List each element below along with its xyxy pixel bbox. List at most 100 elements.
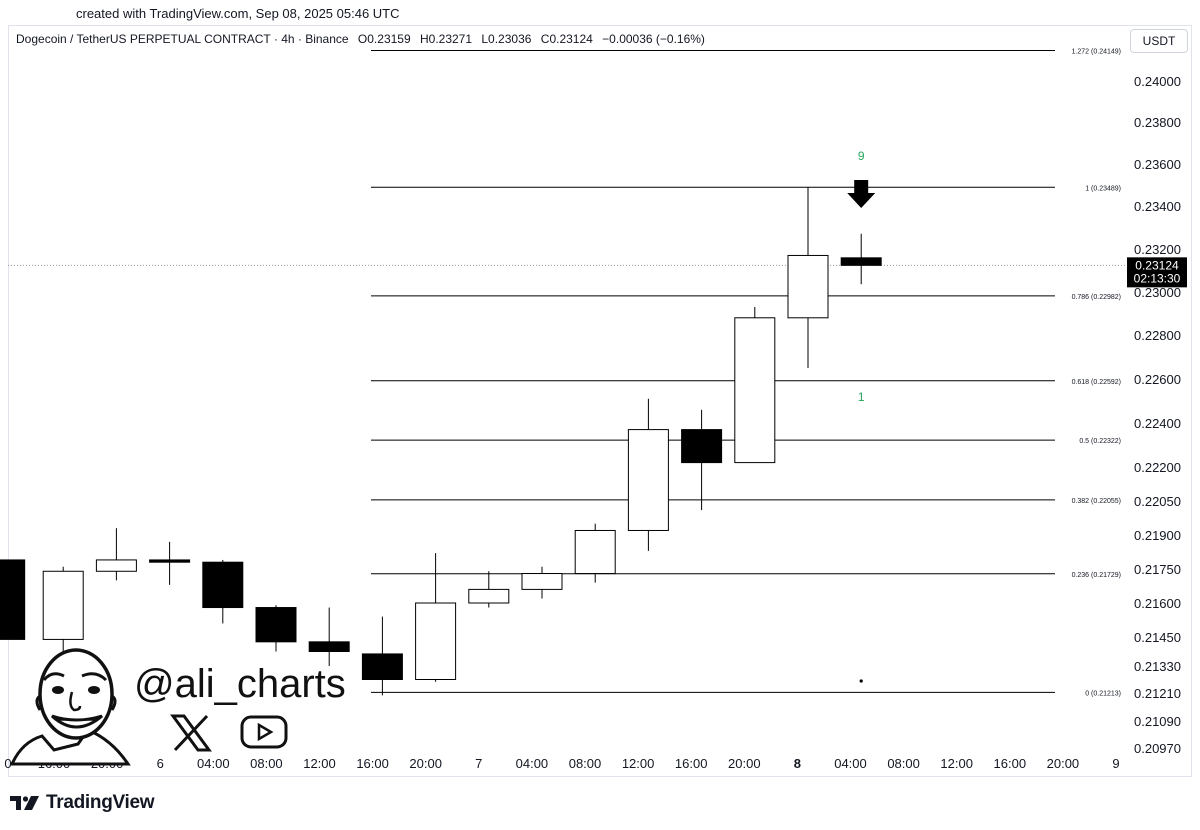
candle-body <box>308 641 350 652</box>
time-tick-8: 20:00 <box>409 756 442 771</box>
time-tick-12: 12:00 <box>622 756 655 771</box>
symbol-header: Dogecoin / TetherUS PERPETUAL CONTRACT ·… <box>16 32 711 46</box>
time-tick-11: 08:00 <box>569 756 602 771</box>
time-tick-4: 04:00 <box>197 756 230 771</box>
candle-3 <box>149 541 191 585</box>
symbol-title[interactable]: Dogecoin / TetherUS PERPETUAL CONTRACT ·… <box>16 32 349 46</box>
candle-14 <box>734 307 776 464</box>
candle-body <box>149 559 191 563</box>
watermark-handle: @ali_charts <box>134 662 346 706</box>
candle-12 <box>627 398 669 551</box>
ohlc-close: C0.23124 <box>540 32 593 46</box>
time-tick-3: 6 <box>157 756 164 771</box>
time-tick-7: 16:00 <box>356 756 389 771</box>
time-tick-18: 12:00 <box>940 756 973 771</box>
candle-16 <box>840 233 882 285</box>
candle-15 <box>787 187 829 368</box>
fib-label-1: 1 (0.23489) <box>1085 185 1121 192</box>
time-tick-20: 20:00 <box>1047 756 1080 771</box>
candle-7 <box>361 616 403 696</box>
candle-2 <box>95 528 137 581</box>
time-tick-19: 16:00 <box>994 756 1027 771</box>
ohlc-change: −0.00036 (−0.16%) <box>602 32 705 46</box>
price-tick-10: 0.22050 <box>1134 494 1181 509</box>
fib-label-7: 0 (0.21213) <box>1085 690 1121 697</box>
candle-body <box>202 561 244 609</box>
candle-8 <box>415 553 457 682</box>
time-tick-13: 16:00 <box>675 756 708 771</box>
candle-10 <box>521 566 563 599</box>
candle-body <box>361 653 403 681</box>
price-tick-0: 0.24000 <box>1134 74 1181 89</box>
time-tick-15: 8 <box>794 756 801 771</box>
created-with-text: created with TradingView.com, Sep 08, 20… <box>76 6 400 21</box>
price-tick-2: 0.23600 <box>1134 157 1181 172</box>
time-tick-6: 12:00 <box>303 756 336 771</box>
candle-9 <box>468 571 510 608</box>
td-count-1: 1 <box>858 390 865 404</box>
price-tick-14: 0.21450 <box>1134 630 1181 645</box>
candle-body <box>574 529 616 575</box>
price-tick-13: 0.21600 <box>1134 596 1181 611</box>
ohlc-open: O0.23159 <box>357 32 411 46</box>
candle-5 <box>255 605 297 652</box>
fib-label-5: 0.382 (0.22055) <box>1072 498 1121 505</box>
last-price-tag <box>1127 257 1187 288</box>
time-tick-17: 08:00 <box>887 756 920 771</box>
price-tick-6: 0.22800 <box>1134 328 1181 343</box>
price-tick-1: 0.23800 <box>1134 115 1181 130</box>
td-count-0: 9 <box>858 149 865 163</box>
price-tick-5: 0.23000 <box>1134 285 1181 300</box>
tradingview-logo-icon <box>10 796 39 810</box>
candle-4 <box>202 559 244 624</box>
time-tick-21: 9 <box>1112 756 1119 771</box>
candle-body <box>627 429 669 531</box>
candle-body <box>95 559 137 572</box>
time-tick-5: 08:00 <box>250 756 283 771</box>
candle-6 <box>308 607 350 666</box>
ohlc-low: L0.23036 <box>481 32 532 46</box>
price-tick-4: 0.23200 <box>1134 242 1181 257</box>
candle-body <box>734 317 776 464</box>
fib-label-6: 0.236 (0.21729) <box>1072 572 1121 579</box>
time-tick-0: 0 <box>4 756 11 771</box>
candle-body <box>415 602 457 680</box>
tradingview-logo[interactable]: TradingView <box>10 792 155 814</box>
time-tick-16: 04:00 <box>834 756 867 771</box>
x-icon <box>170 714 212 757</box>
ohlc-high: H0.23271 <box>419 32 473 46</box>
candle-11 <box>574 523 616 583</box>
candle-1 <box>42 566 84 652</box>
avatar-caricature <box>8 640 136 773</box>
time-tick-9: 7 <box>475 756 482 771</box>
candle-0 <box>0 559 26 640</box>
time-tick-10: 04:00 <box>516 756 549 771</box>
price-tick-9: 0.22200 <box>1134 460 1181 475</box>
price-tick-18: 0.20970 <box>1134 741 1181 756</box>
price-tick-8: 0.22400 <box>1134 416 1181 431</box>
price-tick-11: 0.21900 <box>1134 528 1181 543</box>
fib-label-2: 0.786 (0.22982) <box>1072 294 1121 301</box>
currency-button[interactable]: USDT <box>1130 29 1188 53</box>
fib-label-0: 1.272 (0.24149) <box>1072 48 1121 55</box>
price-tick-17: 0.21090 <box>1134 714 1181 729</box>
last-price-value: 0.23124 <box>1135 258 1179 272</box>
last-price-countdown: 02:13:30 <box>1134 271 1181 285</box>
price-tick-7: 0.22600 <box>1134 372 1181 387</box>
price-tick-12: 0.21750 <box>1134 562 1181 577</box>
marker-dot <box>859 679 863 683</box>
candle-body <box>0 559 26 640</box>
candle-body <box>255 607 297 643</box>
chart-panel <box>8 25 1192 777</box>
fib-label-4: 0.5 (0.22322) <box>1079 438 1121 445</box>
fib-label-3: 0.618 (0.22592) <box>1072 379 1121 386</box>
price-tick-16: 0.21210 <box>1134 686 1181 701</box>
candle-body <box>42 570 84 640</box>
price-tick-15: 0.21330 <box>1134 659 1181 674</box>
candle-body <box>521 573 563 590</box>
tradingview-brand: TradingView <box>46 792 155 813</box>
youtube-icon <box>240 714 288 755</box>
candle-body <box>681 429 723 464</box>
candle-body <box>787 254 829 319</box>
